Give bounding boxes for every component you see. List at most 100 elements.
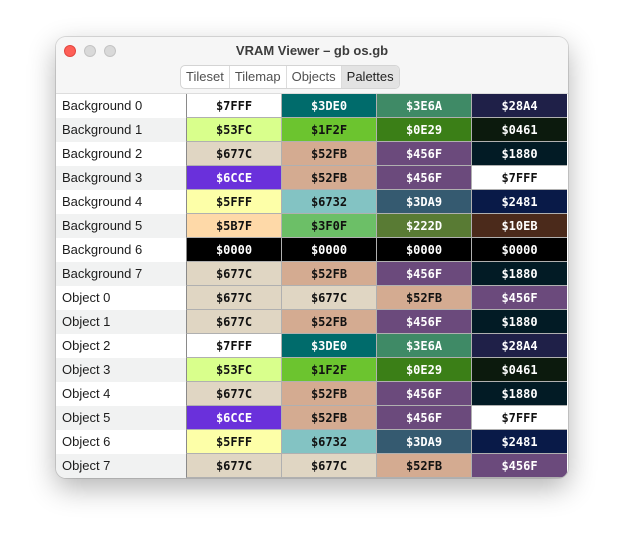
color-swatch[interactable]: $28A4 [471, 94, 567, 118]
color-swatch[interactable]: $53FC [186, 118, 281, 142]
color-swatch[interactable]: $7FFF [471, 406, 567, 430]
color-swatch[interactable]: $0E29 [376, 358, 471, 382]
color-swatch[interactable]: $1880 [471, 262, 567, 286]
color-swatch[interactable]: $1F2F [281, 118, 376, 142]
color-swatch[interactable]: $677C [281, 454, 376, 478]
color-swatch[interactable]: $0000 [186, 238, 281, 262]
color-swatch[interactable]: $52FB [376, 286, 471, 310]
palette-name: Object 7 [56, 454, 186, 478]
color-swatch[interactable]: $677C [186, 286, 281, 310]
color-swatch[interactable]: $3E6A [376, 334, 471, 358]
palette-name: Object 6 [56, 430, 186, 454]
color-swatch[interactable]: $10EB [471, 214, 567, 238]
color-swatch[interactable]: $0461 [471, 118, 567, 142]
color-swatch[interactable]: $28A4 [471, 334, 567, 358]
color-swatch[interactable]: $52FB [281, 406, 376, 430]
color-swatch[interactable]: $3F0F [281, 214, 376, 238]
tab-palettes[interactable]: Palettes [341, 66, 399, 88]
color-swatch[interactable]: $1880 [471, 142, 567, 166]
color-swatch[interactable]: $7FFF [186, 94, 281, 118]
palette-name: Object 5 [56, 406, 186, 430]
color-swatch[interactable]: $0000 [376, 238, 471, 262]
palette-name: Background 4 [56, 190, 186, 214]
palette-name: Object 2 [56, 334, 186, 358]
color-swatch[interactable]: $2481 [471, 190, 567, 214]
color-swatch[interactable]: $677C [281, 286, 376, 310]
palette-row: Background 3 $6CCE $52FB $456F $7FFF [56, 166, 568, 190]
color-swatch[interactable]: $1880 [471, 382, 567, 406]
color-swatch[interactable]: $0E29 [376, 118, 471, 142]
color-swatch[interactable]: $52FB [281, 142, 376, 166]
color-swatch[interactable]: $677C [186, 262, 281, 286]
palette-name: Background 2 [56, 142, 186, 166]
palette-row: Background 7 $677C $52FB $456F $1880 [56, 262, 568, 286]
color-swatch[interactable]: $0000 [471, 238, 567, 262]
color-swatch[interactable]: $3DA9 [376, 190, 471, 214]
close-window-button[interactable] [64, 45, 76, 57]
palette-name: Object 3 [56, 358, 186, 382]
palette-name: Object 0 [56, 286, 186, 310]
color-swatch[interactable]: $6732 [281, 430, 376, 454]
color-swatch[interactable]: $6CCE [186, 406, 281, 430]
color-swatch[interactable]: $456F [471, 286, 567, 310]
palette-row: Object 6 $5FFF $6732 $3DA9 $2481 [56, 430, 568, 454]
color-swatch[interactable]: $677C [186, 142, 281, 166]
color-swatch[interactable]: $52FB [281, 382, 376, 406]
palette-row: Object 3 $53FC $1F2F $0E29 $0461 [56, 358, 568, 382]
color-swatch[interactable]: $52FB [376, 454, 471, 478]
palette-row: Object 4 $677C $52FB $456F $1880 [56, 382, 568, 406]
palette-row: Object 7 $677C $677C $52FB $456F [56, 454, 568, 478]
tab-tileset[interactable]: Tileset [181, 66, 230, 88]
color-swatch[interactable]: $456F [376, 142, 471, 166]
color-swatch[interactable]: $456F [376, 166, 471, 190]
color-swatch[interactable]: $6732 [281, 190, 376, 214]
color-swatch[interactable]: $52FB [281, 166, 376, 190]
color-swatch[interactable]: $7FFF [186, 334, 281, 358]
color-swatch[interactable]: $456F [376, 310, 471, 334]
palette-row: Background 2 $677C $52FB $456F $1880 [56, 142, 568, 166]
color-swatch[interactable]: $3DA9 [376, 430, 471, 454]
color-swatch[interactable]: $0000 [281, 238, 376, 262]
color-swatch[interactable]: $677C [186, 454, 281, 478]
window-title: VRAM Viewer – gb os.gb [235, 43, 389, 58]
color-swatch[interactable]: $6CCE [186, 166, 281, 190]
view-tab-bar: Tileset Tilemap Objects Palettes [180, 65, 400, 89]
color-swatch[interactable]: $222D [376, 214, 471, 238]
palette-row: Background 0 $7FFF $3DE0 $3E6A $28A4 [56, 94, 568, 118]
palette-row: Object 2 $7FFF $3DE0 $3E6A $28A4 [56, 334, 568, 358]
color-swatch[interactable]: $1F2F [281, 358, 376, 382]
palette-name: Background 0 [56, 94, 186, 118]
color-swatch[interactable]: $52FB [281, 262, 376, 286]
zoom-window-button[interactable] [104, 45, 116, 57]
color-swatch[interactable]: $5B7F [186, 214, 281, 238]
tab-objects[interactable]: Objects [287, 66, 342, 88]
color-swatch[interactable]: $3DE0 [281, 94, 376, 118]
palette-name: Background 1 [56, 118, 186, 142]
palette-row: Background 6 $0000 $0000 $0000 $0000 [56, 238, 568, 262]
palette-name: Background 6 [56, 238, 186, 262]
color-swatch[interactable]: $52FB [281, 310, 376, 334]
color-swatch[interactable]: $677C [186, 310, 281, 334]
color-swatch[interactable]: $7FFF [471, 166, 567, 190]
color-swatch[interactable]: $456F [376, 382, 471, 406]
color-swatch[interactable]: $3DE0 [281, 334, 376, 358]
color-swatch[interactable]: $53FC [186, 358, 281, 382]
palette-row: Object 5 $6CCE $52FB $456F $7FFF [56, 406, 568, 430]
palette-name: Object 4 [56, 382, 186, 406]
minimize-window-button[interactable] [84, 45, 96, 57]
color-swatch[interactable]: $0461 [471, 358, 567, 382]
color-swatch[interactable]: $456F [376, 262, 471, 286]
color-swatch[interactable]: $456F [376, 406, 471, 430]
tab-tilemap[interactable]: Tilemap [230, 66, 287, 88]
palette-table: Background 0 $7FFF $3DE0 $3E6A $28A4 Backgrou… [56, 94, 568, 478]
palette-name: Object 1 [56, 310, 186, 334]
color-swatch[interactable]: $456F [471, 454, 567, 478]
color-swatch[interactable]: $5FFF [186, 190, 281, 214]
color-swatch[interactable]: $2481 [471, 430, 567, 454]
titlebar: VRAM Viewer – gb os.gb Tileset Tilemap O… [56, 37, 568, 94]
color-swatch[interactable]: $1880 [471, 310, 567, 334]
palette-name: Background 3 [56, 166, 186, 190]
color-swatch[interactable]: $677C [186, 382, 281, 406]
color-swatch[interactable]: $5FFF [186, 430, 281, 454]
color-swatch[interactable]: $3E6A [376, 94, 471, 118]
